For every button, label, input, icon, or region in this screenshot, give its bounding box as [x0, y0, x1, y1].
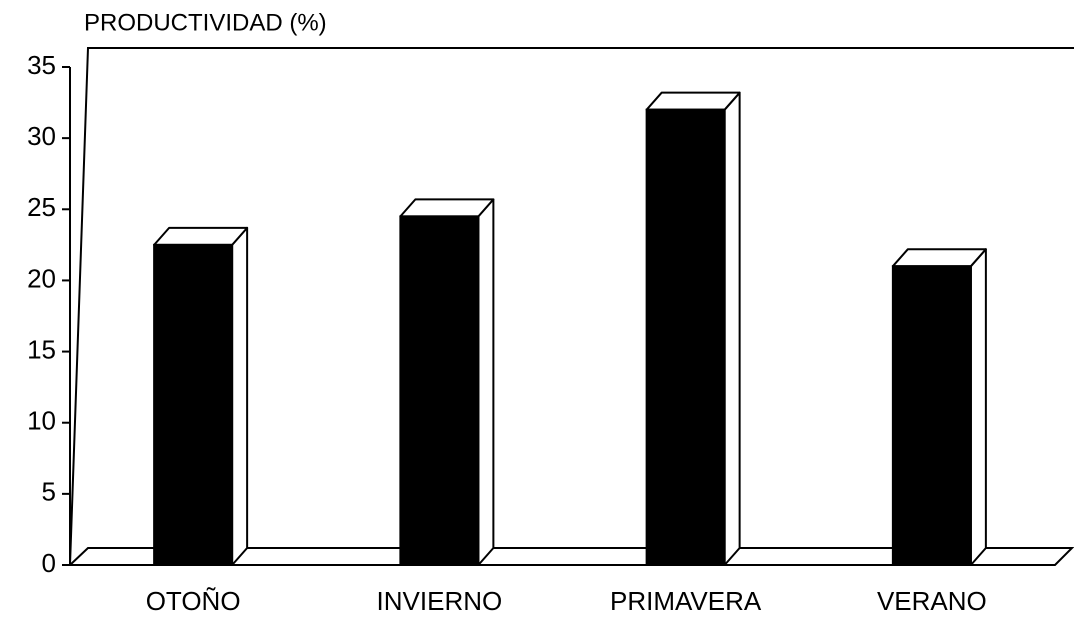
y-tick-label: 20 — [27, 263, 56, 293]
bar-top — [645, 91, 741, 111]
bar-top — [399, 198, 495, 218]
bar — [891, 265, 972, 566]
x-tick-label: VERANO — [877, 586, 987, 616]
y-tick-label: 5 — [42, 477, 56, 507]
y-tick-label: 25 — [27, 192, 56, 222]
y-tick-label: 10 — [27, 406, 56, 436]
chart-title: PRODUCTIVIDAD (%) — [84, 9, 327, 36]
y-tick-label: 35 — [27, 50, 56, 80]
bar-side — [723, 91, 741, 566]
bar-top — [891, 248, 987, 268]
y-tick-label: 30 — [27, 121, 56, 151]
back-wall — [69, 47, 1074, 566]
bar-side — [969, 248, 987, 566]
y-tick-label: 0 — [42, 548, 56, 578]
bar — [153, 243, 234, 566]
bar — [399, 215, 480, 566]
x-tick-label: OTOÑO — [146, 586, 241, 616]
x-tick-label: INVIERNO — [377, 586, 503, 616]
bar-side — [231, 226, 249, 566]
floor — [69, 67, 1074, 566]
bar-side — [477, 198, 495, 566]
bar — [645, 108, 726, 567]
bar-top — [153, 226, 249, 246]
x-tick-label: PRIMAVERA — [610, 586, 762, 616]
y-tick-label: 15 — [27, 334, 56, 364]
